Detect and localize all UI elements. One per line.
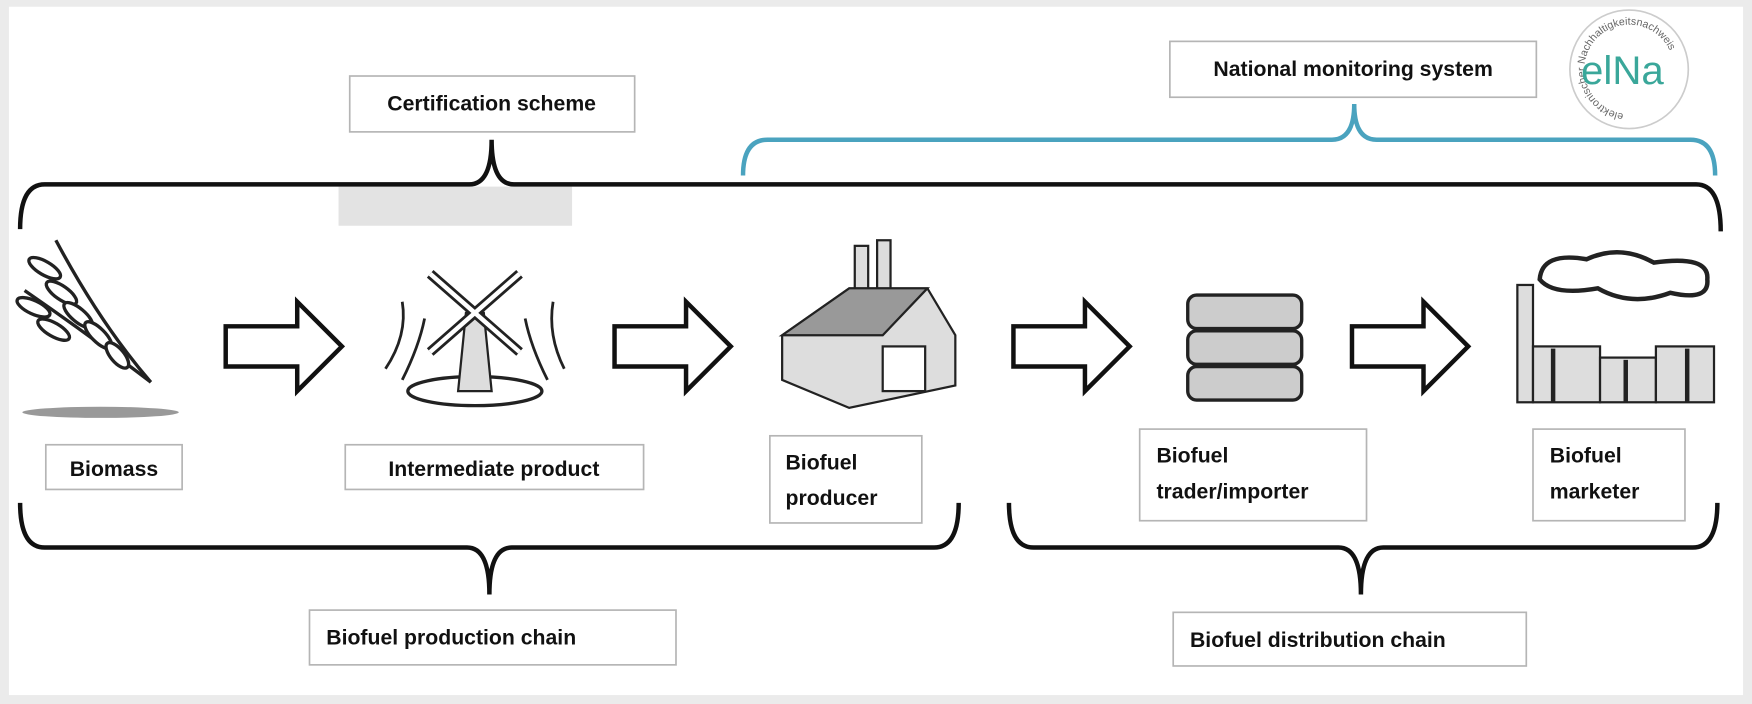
flow-arrows xyxy=(223,296,1472,397)
node-box xyxy=(769,434,923,524)
node-label-line: producer xyxy=(785,487,877,510)
node-box xyxy=(1138,428,1368,522)
node-box xyxy=(1532,428,1686,522)
factory-icon xyxy=(778,239,957,410)
windmill-icon xyxy=(384,270,566,408)
logo-text: elNa xyxy=(1581,48,1664,93)
monitoring-label: National monitoring system xyxy=(1213,58,1492,81)
node-box xyxy=(344,443,645,491)
certification-label: Certification scheme xyxy=(387,93,596,116)
highlight xyxy=(338,186,573,226)
node-label: Biomass xyxy=(70,458,158,481)
logo: elektronischer Nachhaltigkeitsnachweis e… xyxy=(1569,9,1690,130)
chain-box xyxy=(308,609,677,666)
chain-label: Biofuel distribution chain xyxy=(1190,629,1446,652)
chain-label: Biofuel production chain xyxy=(326,627,576,650)
node-label: Biofuel producer xyxy=(785,451,877,510)
database-icon xyxy=(1186,293,1304,402)
node-box xyxy=(44,443,183,491)
node-label: Biofuel trader/importer xyxy=(1156,445,1308,504)
monitoring-brace xyxy=(740,103,1718,176)
node-label-line: Biofuel xyxy=(785,451,857,474)
node-label-line: Biofuel xyxy=(1156,445,1228,468)
arrow xyxy=(1349,296,1472,397)
monitoring-box xyxy=(1169,40,1538,99)
arrow xyxy=(612,296,734,397)
arrow xyxy=(223,296,346,397)
node-label-line: Biomass xyxy=(70,458,158,481)
distribution-brace xyxy=(1006,502,1720,595)
biomass-icon xyxy=(15,239,179,418)
arrow xyxy=(1011,296,1133,397)
node-label-line: Intermediate product xyxy=(388,458,599,481)
node-label: Biofuel marketer xyxy=(1550,445,1640,504)
node-label-line: Biofuel xyxy=(1550,445,1622,468)
node-label: Intermediate product xyxy=(388,458,599,481)
chain-box xyxy=(1172,611,1528,667)
certification-brace xyxy=(17,139,1723,232)
node-label-line: marketer xyxy=(1550,480,1640,503)
refinery-icon xyxy=(1516,249,1716,404)
production-brace xyxy=(17,502,961,595)
logo-circle xyxy=(1569,9,1690,130)
node-label-line: trader/importer xyxy=(1156,480,1308,503)
certification-box xyxy=(348,75,636,133)
